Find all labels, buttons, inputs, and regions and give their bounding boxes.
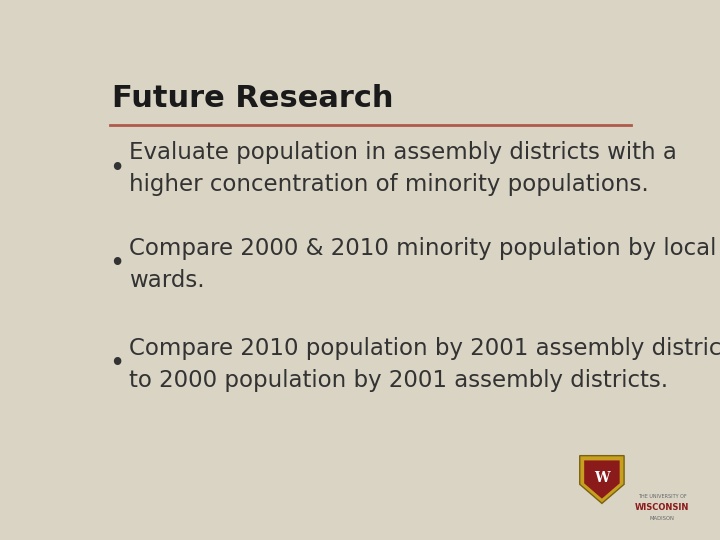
Text: Future Research: Future Research [112,84,394,112]
Text: Compare 2000 & 2010 minority population by local
wards.: Compare 2000 & 2010 minority population … [129,237,716,292]
Text: •: • [109,156,125,182]
Text: •: • [109,252,125,278]
Polygon shape [584,461,620,498]
Text: Evaluate population in assembly districts with a
higher concentration of minorit: Evaluate population in assembly district… [129,141,677,196]
Polygon shape [580,456,624,503]
Text: Compare 2010 population by 2001 assembly districts
to 2000 population by 2001 as: Compare 2010 population by 2001 assembly… [129,336,720,392]
Text: THE UNIVERSITY OF: THE UNIVERSITY OF [638,494,686,498]
Text: •: • [109,351,125,377]
Text: W: W [594,471,610,485]
Text: WISCONSIN: WISCONSIN [635,503,689,511]
Text: MADISON: MADISON [649,516,675,521]
